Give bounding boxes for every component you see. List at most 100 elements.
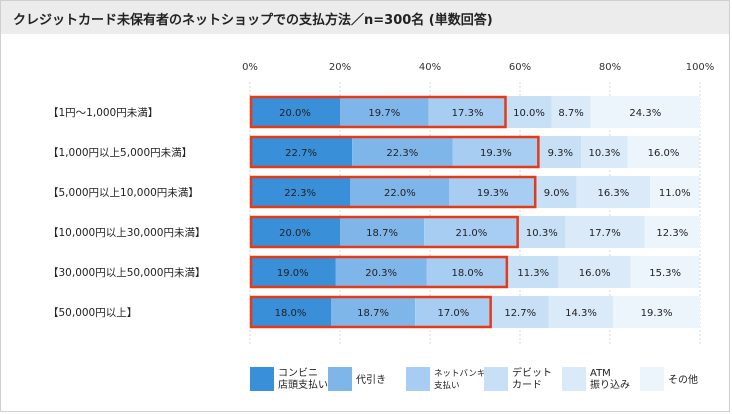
data-label: 16.3% [597,188,629,199]
category-label: 【1,000円以上5,000円未満】 [48,147,192,159]
data-label: 11.3% [517,268,549,279]
legend-label: その他 [668,373,698,386]
bar-segment [590,96,700,128]
bar-segment [426,256,508,288]
x-tick-label: 20% [329,62,351,73]
legend-swatch [406,367,430,391]
data-label: 10.3% [588,148,620,159]
data-label: 22.3% [386,148,418,159]
legend-label: 支払い [434,380,460,391]
bar-segment [415,296,492,328]
data-label: 10.0% [513,108,545,119]
highlight-outline [249,255,509,289]
data-label: 12.7% [504,308,536,319]
bar-segment [613,296,700,328]
bar-segment [428,96,507,128]
highlight-outline [249,295,492,329]
bar-segment [250,296,331,328]
data-label: 20.0% [279,108,311,119]
data-label: 17.7% [589,228,621,239]
data-label: 22.3% [284,188,316,199]
legend-label: 店頭支払い [278,378,328,391]
bar-segment [630,256,700,288]
bar-segment [250,176,351,208]
bar-segment [576,176,651,208]
x-tick-label: 80% [599,62,621,73]
bar-segment [449,176,537,208]
bar-segment [331,296,416,328]
highlight-outline [249,215,519,249]
data-label: 17.0% [438,308,470,319]
data-label: 20.3% [365,268,397,279]
legend-swatch [484,367,508,391]
data-label: 10.3% [526,228,558,239]
legend-label: デビット [512,366,552,379]
bar-segment [551,96,591,128]
bar-segment [352,136,453,168]
chart-title: クレジットカード未保有者のネットショップでの支払方法／n=300名 (単数回答) [13,13,493,28]
data-label: 15.3% [649,268,681,279]
bar-segment [424,216,519,248]
bar-segment [507,256,559,288]
data-label: 19.3% [480,148,512,159]
category-label: 【10,000円以上30,000円未満】 [48,227,205,239]
data-label: 16.0% [579,268,611,279]
bar-segment [250,96,340,128]
bar-segment [491,296,549,328]
bar-segment [506,96,552,128]
data-label: 17.3% [452,108,484,119]
bar-segment [340,216,425,248]
data-label: 22.7% [285,148,317,159]
bar-segment [250,256,336,288]
data-label: 18.0% [451,268,483,279]
highlight-outline [249,175,537,209]
data-label: 19.7% [368,108,400,119]
highlight-outline [249,135,540,169]
bar-segment [250,136,353,168]
bar-segment [558,256,631,288]
legend-swatch [328,367,352,391]
bar-segment [627,136,700,168]
data-label: 22.0% [384,188,416,199]
data-label: 11.0% [659,188,691,199]
legend-swatch [640,367,664,391]
legend-label: 代引き [356,374,386,386]
bar-segment [581,136,628,168]
bar-segment [644,216,700,248]
data-label: 24.3% [629,108,661,119]
category-label: 【50,000円以上】 [48,307,137,319]
x-tick-label: 100% [686,62,715,73]
bar-segment [548,296,614,328]
bar-segment [340,96,429,128]
bar-segment [452,136,540,168]
data-label: 21.0% [456,228,488,239]
data-label: 12.3% [656,228,688,239]
data-label: 8.7% [558,108,583,119]
data-label: 14.3% [565,308,597,319]
bar-segment [250,216,340,248]
category-label: 【5,000円以上10,000円未満】 [48,187,199,199]
category-label: 【1円～1,000円未満】 [48,107,158,119]
bar-segment [518,216,565,248]
legend-swatch [250,367,274,391]
title-bar: クレジットカード未保有者のネットショップでの支払方法／n=300名 (単数回答) [1,1,729,34]
data-label: 16.0% [648,148,680,159]
highlight-outline [249,95,507,129]
legend-label: カード [512,379,542,391]
data-label: 18.7% [357,308,389,319]
x-tick-label: 60% [509,62,531,73]
data-label: 19.0% [277,268,309,279]
bar-segment [539,136,582,168]
data-label: 19.3% [477,188,509,199]
category-label: 【30,000円以上50,000円未満】 [48,267,205,279]
legend-swatch [562,367,586,391]
data-label: 20.0% [279,228,311,239]
bar-segment [536,176,577,208]
legend-label: ネットバンキング [434,368,503,379]
legend-label: コンビニ [278,367,318,379]
bar-segment [335,256,427,288]
data-label: 18.7% [366,228,398,239]
x-tick-label: 40% [419,62,441,73]
